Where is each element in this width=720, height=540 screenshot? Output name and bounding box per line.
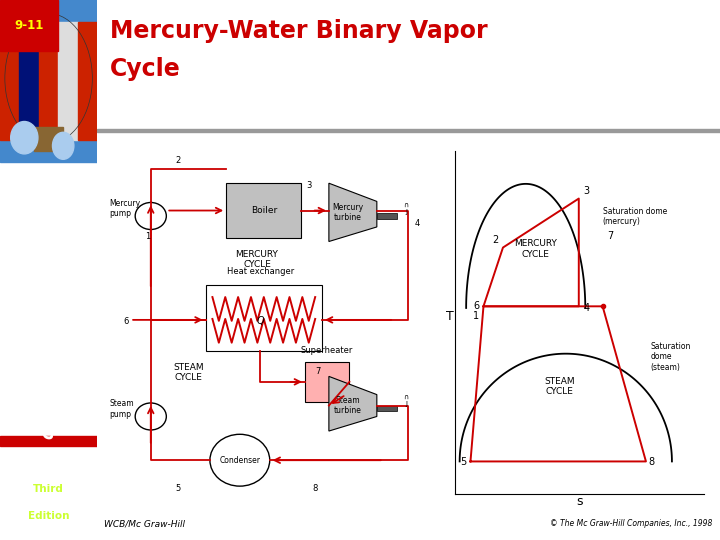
Text: Superheater: Superheater <box>301 346 354 354</box>
Text: Heat exchanger: Heat exchanger <box>227 267 294 276</box>
Polygon shape <box>329 376 377 431</box>
Ellipse shape <box>53 132 74 159</box>
Text: Third: Third <box>33 484 64 494</box>
Bar <box>58 22 78 140</box>
Bar <box>377 213 397 219</box>
Text: 7: 7 <box>607 231 613 241</box>
Text: Cycle: Cycle <box>109 57 181 80</box>
Text: Q: Q <box>256 315 264 326</box>
Bar <box>0 0 58 51</box>
Text: Edition: Edition <box>28 511 69 521</box>
Text: Condenser: Condenser <box>220 456 261 465</box>
Y-axis label: T: T <box>446 309 454 322</box>
Text: ∩
J: ∩ J <box>403 394 408 407</box>
Text: 5: 5 <box>460 457 466 467</box>
Bar <box>34 127 63 151</box>
Text: Steam
turbine: Steam turbine <box>334 396 361 415</box>
Text: 6: 6 <box>473 301 479 311</box>
Text: dynamics: dynamics <box>40 350 58 438</box>
Text: WCB/Mc Graw-Hill: WCB/Mc Graw-Hill <box>104 519 186 528</box>
Text: 4: 4 <box>583 303 589 313</box>
Circle shape <box>210 434 270 486</box>
Text: 9-11: 9-11 <box>14 19 44 32</box>
Bar <box>19 22 39 140</box>
Text: 8: 8 <box>312 484 318 493</box>
Bar <box>39 22 58 140</box>
Text: 7: 7 <box>315 367 320 376</box>
Text: 6: 6 <box>124 317 129 326</box>
Text: Mercury-Water Binary Vapor: Mercury-Water Binary Vapor <box>109 19 487 43</box>
Circle shape <box>135 202 166 230</box>
Bar <box>305 362 349 402</box>
X-axis label: s: s <box>577 496 583 509</box>
Bar <box>226 183 302 238</box>
Bar <box>0 436 97 446</box>
Bar <box>97 129 720 132</box>
Text: 5: 5 <box>176 484 181 493</box>
Text: Boiler: Boiler <box>251 206 277 215</box>
Text: 4: 4 <box>415 219 420 228</box>
Bar <box>0 22 19 140</box>
Text: 2: 2 <box>176 156 181 165</box>
Text: Çengel
Boles: Çengel Boles <box>32 175 66 198</box>
Text: Saturation
dome
(steam): Saturation dome (steam) <box>650 342 690 372</box>
Text: 1: 1 <box>145 232 150 241</box>
Ellipse shape <box>11 122 38 154</box>
Text: 3: 3 <box>307 181 312 191</box>
Bar <box>78 22 97 140</box>
Text: MERCURY
CYCLE: MERCURY CYCLE <box>514 239 557 259</box>
Text: 8: 8 <box>648 457 654 467</box>
Text: 2: 2 <box>492 235 499 245</box>
Text: Saturation dome
(mercury): Saturation dome (mercury) <box>603 207 667 226</box>
Text: STEAM
CYCLE: STEAM CYCLE <box>173 363 204 382</box>
Text: STEAM
CYCLE: STEAM CYCLE <box>544 376 575 396</box>
Text: ∩
J: ∩ J <box>403 202 408 215</box>
Text: Mercury
pump: Mercury pump <box>109 199 141 218</box>
Circle shape <box>135 403 166 430</box>
Bar <box>0 0 97 162</box>
Text: Thermo: Thermo <box>40 288 58 360</box>
Text: 3: 3 <box>583 186 589 195</box>
Bar <box>377 406 397 411</box>
Polygon shape <box>329 183 377 241</box>
Bar <box>206 285 322 351</box>
Text: © The Mc Graw-Hill Companies, Inc., 1998: © The Mc Graw-Hill Companies, Inc., 1998 <box>550 519 713 528</box>
Text: MERCURY
CYCLE: MERCURY CYCLE <box>235 250 279 269</box>
Text: Mercury
turbine: Mercury turbine <box>332 202 364 222</box>
Text: Steam
pump: Steam pump <box>109 400 135 419</box>
Text: 1: 1 <box>473 311 479 321</box>
